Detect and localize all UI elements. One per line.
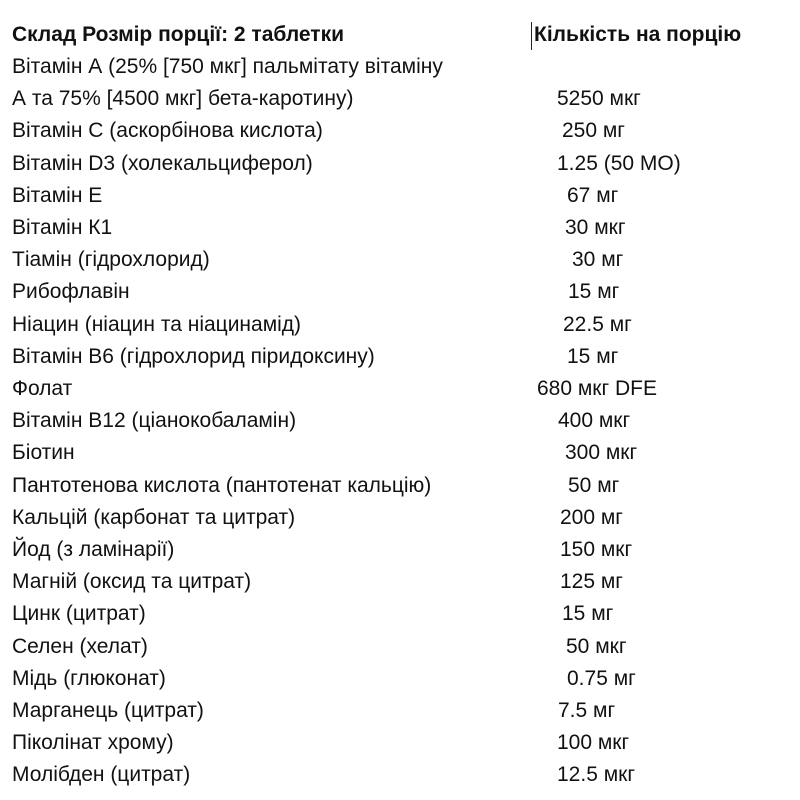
nutrient-name: А та 75% [4500 мкг] бета-каротину) <box>12 87 354 111</box>
nutrient-name: Вітамін D3 (холекальциферол) <box>12 151 313 175</box>
nutrient-name: Молібден (цитрат) <box>12 763 191 787</box>
nutrient-amount: 22.5 мг <box>563 312 632 336</box>
nutrient-name: Кальцій (карбонат та цитрат) <box>12 505 296 529</box>
nutrient-name: Вітамін В6 (гідрохлорид піридоксину) <box>12 344 375 368</box>
nutrient-name: Рибофлавін <box>12 280 130 304</box>
nutrient-name: Марганець (цитрат) <box>12 699 204 722</box>
nutrient-amount: 15 мг <box>567 344 619 368</box>
nutrient-amount: 30 мкг <box>565 216 626 239</box>
nutrient-amount: 200 мг <box>560 505 623 529</box>
nutrient-amount: 50 мг <box>568 473 620 497</box>
nutrient-amount: 680 мкг DFE <box>537 377 657 400</box>
nutrient-amount: 30 мг <box>572 248 624 272</box>
nutrient-amount: 50 мкг <box>566 634 627 658</box>
nutrient-name: Мідь (глюконат) <box>12 666 166 690</box>
nutrient-name: Вітамін С (аскорбінова кислота) <box>12 119 323 143</box>
nutrient-name: Вітамін Е <box>12 183 103 207</box>
nutrient-amount: 125 мг <box>560 570 623 594</box>
nutrient-name: Цинк (цитрат) <box>12 602 146 626</box>
text-cursor <box>531 22 532 50</box>
nutrient-name: Магній (оксид та цитрат) <box>12 570 252 594</box>
nutrient-amount: 15 мг <box>568 280 620 304</box>
nutrient-amount: 250 мг <box>562 119 625 143</box>
nutrient-name: Ніацин (ніацин та ніацинамід) <box>12 312 302 336</box>
nutrient-name: Тіамін (гідрохлорид) <box>12 248 210 272</box>
nutrient-amount: 15 мг <box>562 602 614 626</box>
nutrient-name: Фолат <box>12 377 73 400</box>
nutrient-name: Біотин <box>12 441 75 465</box>
nutrient-name: Вітамін А (25% [750 мкг] пальмітату віта… <box>12 55 443 78</box>
nutrient-amount: 1.25 (50 МО) <box>557 151 681 175</box>
nutrient-amount: 100 мкг <box>557 731 630 755</box>
nutrient-name: Піколінат хрому) <box>12 731 174 755</box>
nutrient-name: Вітамін К1 <box>12 216 113 239</box>
nutrient-amount: 7.5 мг <box>558 699 616 722</box>
nutrient-amount: 150 мкг <box>560 538 633 561</box>
nutrient-amount: 400 мкг <box>558 409 631 433</box>
nutrient-name: Вітамін В12 (ціанокобаламін) <box>12 409 297 433</box>
nutrient-amount: 0.75 мг <box>567 666 636 690</box>
nutrient-amount: 300 мкг <box>565 441 638 465</box>
nutrient-amount: 67 мг <box>567 183 619 207</box>
nutrient-name: Йод (з ламінарії) <box>12 538 175 561</box>
nutrient-name: Селен (хелат) <box>12 634 148 658</box>
nutrient-amount: 5250 мкг <box>557 87 641 111</box>
header-title: Склад Розмір порції: 2 таблетки <box>12 23 345 46</box>
nutrient-amount: 12.5 мкг <box>557 763 635 787</box>
nutrient-name: Пантотенова кислота (пантотенат кальцію) <box>12 473 432 497</box>
header-amount-label: Кількість на порцію <box>534 23 742 46</box>
